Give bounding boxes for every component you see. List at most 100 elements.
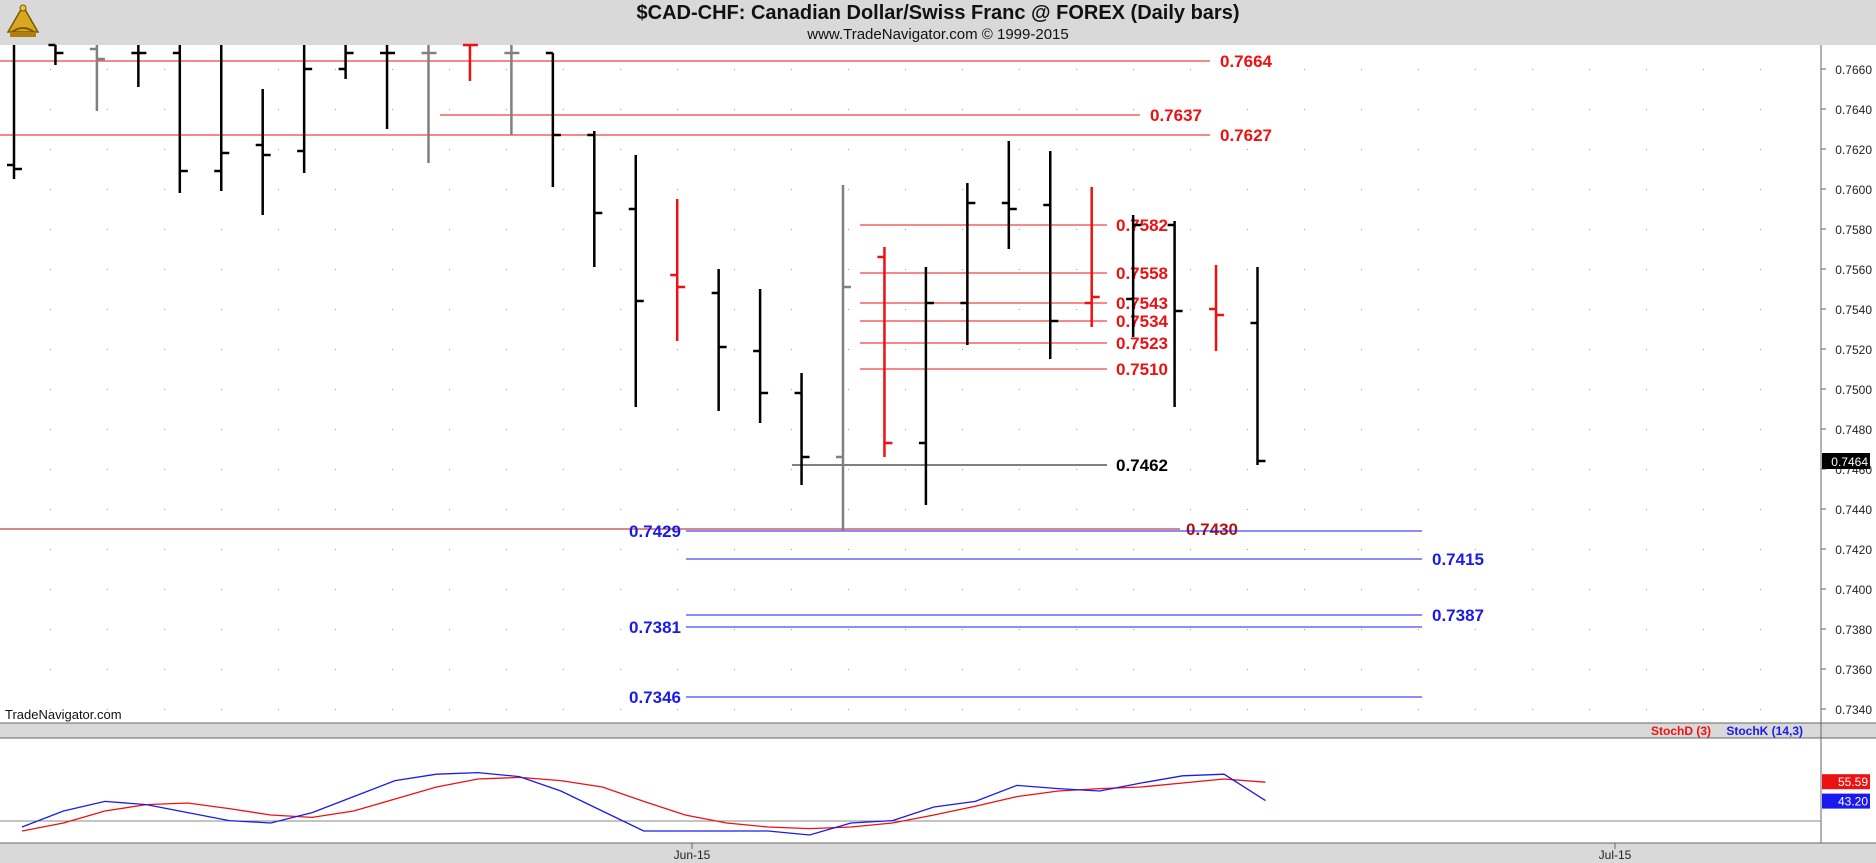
grid-dot (1532, 109, 1533, 110)
grid-dot (962, 229, 963, 230)
grid-dot (278, 69, 279, 70)
grid-dot (1589, 309, 1590, 310)
grid-dot (335, 629, 336, 630)
grid-dot (278, 309, 279, 310)
grid-dot (107, 549, 108, 550)
grid-dot (506, 389, 507, 390)
grid-dot (1019, 229, 1020, 230)
grid-dot (1760, 509, 1761, 510)
grid-dot (1247, 709, 1248, 710)
grid-dot (1475, 309, 1476, 310)
grid-dot (1532, 229, 1533, 230)
grid-dot (962, 389, 963, 390)
level-label: 0.7523 (1116, 334, 1168, 353)
grid-dot (449, 709, 450, 710)
grid-dot (848, 109, 849, 110)
grid-dot (449, 69, 450, 70)
grid-dot (506, 629, 507, 630)
grid-dot (848, 229, 849, 230)
grid-dot (1532, 549, 1533, 550)
grid-dot (221, 469, 222, 470)
level-label: 0.7415 (1432, 550, 1484, 569)
grid-dot (1019, 69, 1020, 70)
grid-dot (734, 669, 735, 670)
level-label: 0.7637 (1150, 106, 1202, 125)
grid-dot (506, 429, 507, 430)
grid-dot (734, 629, 735, 630)
y-tick-label: 0.7500 (1835, 383, 1872, 397)
grid-dot (449, 629, 450, 630)
grid-dot (1019, 189, 1020, 190)
grid-dot (1760, 549, 1761, 550)
grid-dot (1133, 389, 1134, 390)
grid-dot (563, 549, 564, 550)
y-tick-label: 0.7560 (1835, 263, 1872, 277)
grid-dot (392, 589, 393, 590)
grid-dot (1190, 269, 1191, 270)
grid-dot (221, 549, 222, 550)
chart-title: $CAD-CHF: Canadian Dollar/Swiss Franc @ … (636, 2, 1240, 24)
grid-dot (677, 389, 678, 390)
grid-dot (335, 309, 336, 310)
grid-dot (1190, 429, 1191, 430)
grid-dot (1361, 589, 1362, 590)
grid-dot (791, 389, 792, 390)
grid-dot (107, 229, 108, 230)
grid-dot (848, 429, 849, 430)
grid-dot (1247, 669, 1248, 670)
grid-dot (1418, 589, 1419, 590)
grid-dot (848, 349, 849, 350)
grid-dot (734, 549, 735, 550)
grid-dot (392, 109, 393, 110)
x-tick-label: Jun-15 (674, 848, 711, 862)
grid-dot (221, 629, 222, 630)
grid-dot (1076, 429, 1077, 430)
grid-dot (1076, 109, 1077, 110)
grid-dot (278, 189, 279, 190)
stoch-k-value: 43.20 (1838, 795, 1868, 809)
grid-dot (1475, 349, 1476, 350)
grid-dot (1361, 149, 1362, 150)
y-tick-label: 0.7660 (1835, 63, 1872, 77)
level-label: 0.7387 (1432, 606, 1484, 625)
grid-dot (1646, 269, 1647, 270)
grid-dot (1760, 69, 1761, 70)
grid-dot (677, 669, 678, 670)
y-tick-label: 0.7540 (1835, 303, 1872, 317)
grid-dot (791, 189, 792, 190)
grid-dot (905, 109, 906, 110)
grid-dot (1532, 589, 1533, 590)
grid-dot (50, 349, 51, 350)
level-label: 0.7664 (1220, 52, 1273, 71)
grid-dot (620, 709, 621, 710)
grid-dot (1304, 69, 1305, 70)
grid-dot (1475, 189, 1476, 190)
grid-dot (278, 509, 279, 510)
grid-dot (1646, 589, 1647, 590)
grid-dot (278, 549, 279, 550)
grid-dot (221, 229, 222, 230)
grid-dot (962, 509, 963, 510)
grid-dot (1361, 509, 1362, 510)
grid-dot (1019, 349, 1020, 350)
grid-dot (1247, 69, 1248, 70)
grid-dot (1076, 549, 1077, 550)
grid-dot (335, 709, 336, 710)
grid-dot (1361, 349, 1362, 350)
grid-dot (677, 509, 678, 510)
grid-dot (1646, 189, 1647, 190)
grid-dot (278, 709, 279, 710)
grid-dot (1190, 349, 1191, 350)
grid-dot (1019, 549, 1020, 550)
grid-dot (164, 549, 165, 550)
grid-dot (164, 389, 165, 390)
grid-dot (1475, 669, 1476, 670)
grid-dot (1589, 149, 1590, 150)
grid-dot (563, 309, 564, 310)
grid-dot (1475, 709, 1476, 710)
grid-dot (620, 669, 621, 670)
last-price-badge (1822, 453, 1870, 469)
grid-dot (335, 109, 336, 110)
grid-dot (50, 149, 51, 150)
